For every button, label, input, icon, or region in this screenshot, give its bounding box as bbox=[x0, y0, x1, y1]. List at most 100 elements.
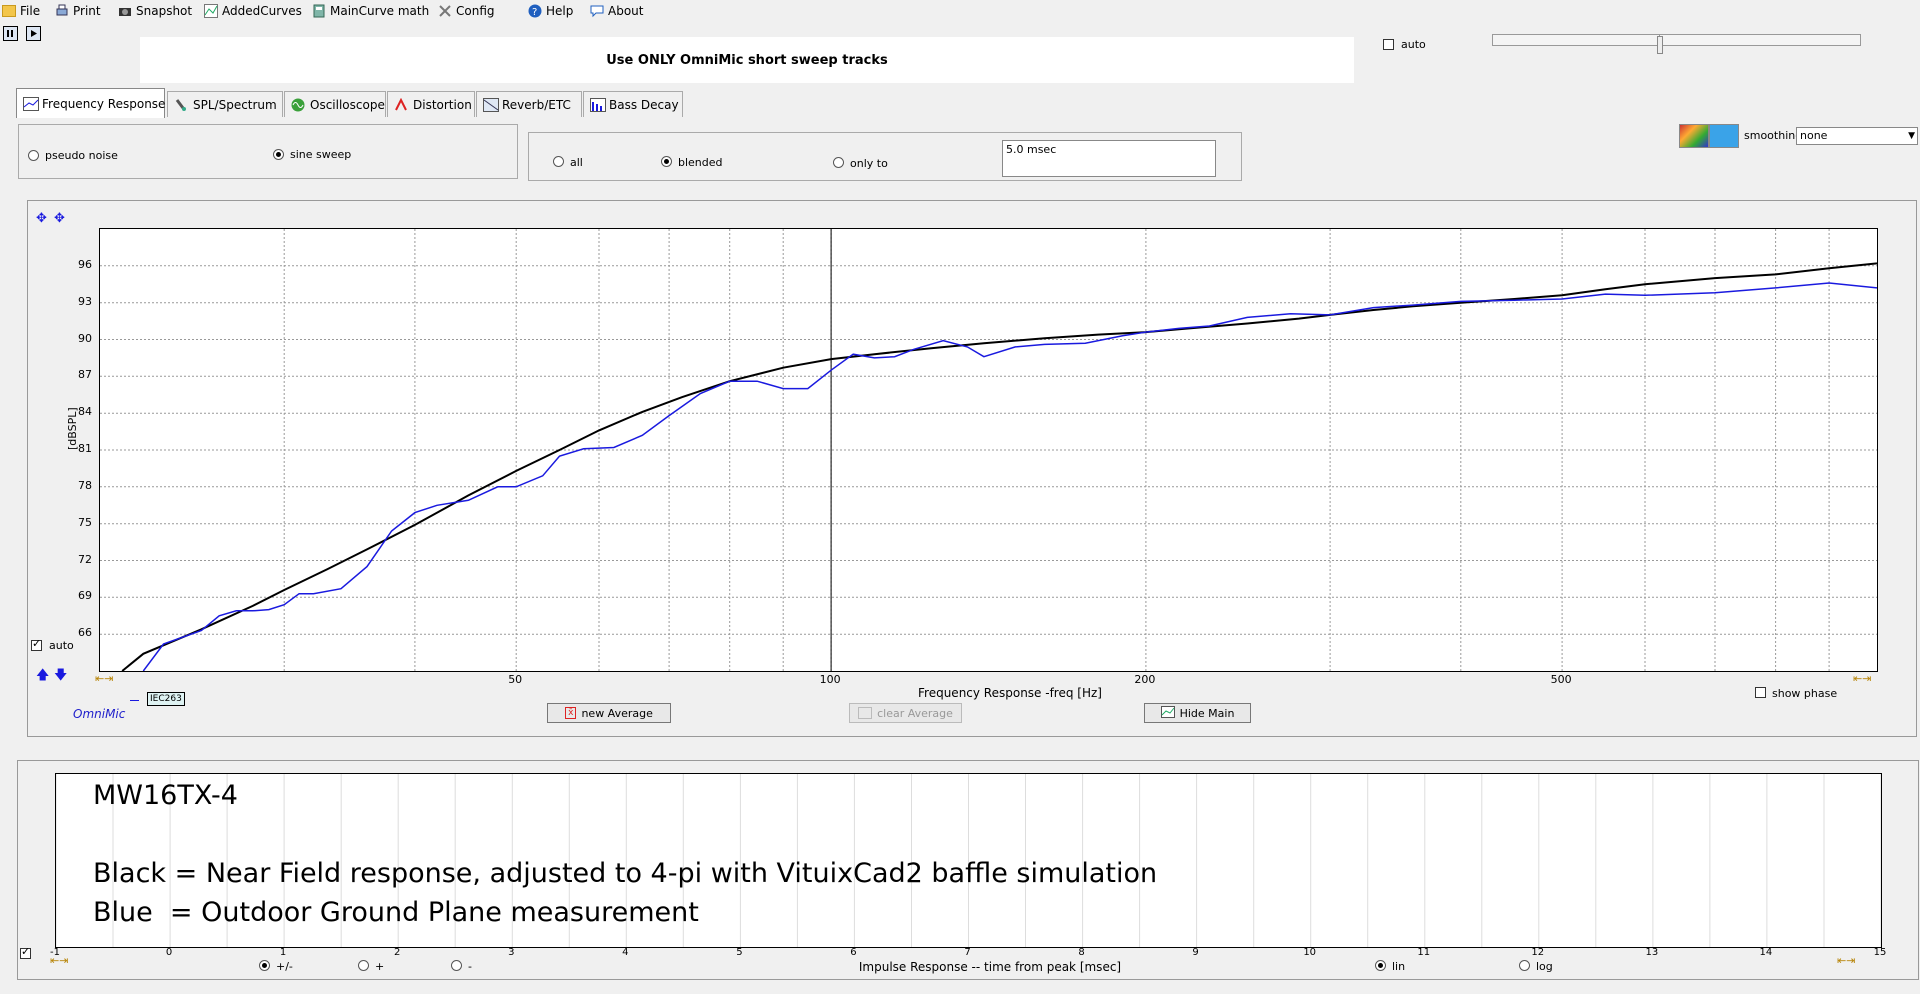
note-line-3: Black = Near Field response, adjusted to… bbox=[93, 858, 1158, 889]
y-tick-label: 72 bbox=[78, 552, 92, 566]
all-radio[interactable] bbox=[553, 156, 564, 167]
average-icon: x̄ bbox=[565, 707, 577, 719]
scale-lin-radio[interactable] bbox=[1375, 960, 1386, 971]
menu-maincurve-math[interactable]: MainCurve math bbox=[312, 2, 429, 20]
tab-oscilloscope[interactable]: Oscilloscope bbox=[284, 91, 386, 117]
x-tick-label: 200 bbox=[1134, 673, 1156, 686]
impulse-tick-label: 14 bbox=[1759, 947, 1773, 958]
new-average-label: new Average bbox=[581, 706, 653, 720]
y-tick-label: 75 bbox=[78, 515, 92, 529]
menu-file-label: File bbox=[20, 4, 41, 18]
chart-auto-checkbox[interactable] bbox=[31, 637, 42, 651]
reverb-icon bbox=[483, 97, 499, 112]
menu-snapshot-label: Snapshot bbox=[136, 4, 193, 18]
tab-frequency-response[interactable]: Frequency Response bbox=[16, 88, 165, 118]
impulse-tick-label: 5 bbox=[736, 947, 743, 958]
legend-tag[interactable]: IEC263 bbox=[147, 692, 185, 706]
frequency-plot-area[interactable] bbox=[99, 228, 1878, 672]
pause-button[interactable] bbox=[3, 26, 18, 41]
smoothing-value: none bbox=[1800, 129, 1828, 142]
signal-type-group bbox=[18, 124, 518, 179]
impulse-tick-label: 11 bbox=[1417, 947, 1431, 958]
pseudo-noise-radio[interactable] bbox=[28, 150, 39, 161]
menu-addedcurves[interactable]: AddedCurves bbox=[204, 2, 302, 20]
curves-icon bbox=[204, 4, 218, 18]
oscilloscope-icon bbox=[291, 98, 305, 112]
frequency-chart-svg bbox=[100, 229, 1878, 672]
auto-top-checkbox[interactable] bbox=[1383, 39, 1394, 50]
window-msec-field[interactable]: 5.0 msec bbox=[1002, 140, 1216, 177]
scroll-right-icon[interactable]: ⇤⇥ bbox=[1853, 672, 1872, 685]
menu-file[interactable]: File bbox=[2, 2, 40, 20]
impulse-tick-label: 0 bbox=[165, 947, 173, 958]
microphone-icon bbox=[174, 98, 188, 112]
impulse-tick-label: 2 bbox=[394, 947, 401, 958]
tab-bass-decay-label: Bass Decay bbox=[609, 97, 679, 112]
impulse-tick-label: 9 bbox=[1192, 947, 1199, 958]
legend-line bbox=[130, 700, 139, 701]
slider-thumb[interactable] bbox=[1657, 36, 1663, 54]
smoothing-label: smoothing bbox=[1744, 129, 1803, 142]
tab-bass-decay[interactable]: Bass Decay bbox=[583, 91, 683, 117]
impulse-tick-label: 10 bbox=[1303, 947, 1317, 958]
smoothing-select[interactable]: none ▼ bbox=[1796, 127, 1918, 145]
camera-icon bbox=[118, 4, 132, 18]
tab-spl-spectrum[interactable]: SPL/Spectrum bbox=[167, 91, 283, 117]
scale-down-icon[interactable]: 🡇 bbox=[54, 668, 68, 683]
impulse-grid-svg bbox=[55, 774, 1882, 947]
menu-config[interactable]: Config bbox=[438, 2, 495, 20]
scroll-left-icon[interactable]: ⇤⇥ bbox=[95, 672, 114, 685]
blended-radio[interactable] bbox=[661, 156, 672, 167]
only-to-radio[interactable] bbox=[833, 157, 844, 168]
instruction-banner: Use ONLY OmniMic short sweep tracks bbox=[140, 37, 1354, 83]
impulse-scroll-left-icon[interactable]: ⇤⇥ bbox=[50, 954, 69, 967]
bass-decay-icon bbox=[590, 97, 606, 112]
auto-top-label: auto bbox=[1401, 38, 1426, 51]
spectrogram-view-button[interactable] bbox=[1709, 124, 1739, 148]
scale-up-icon[interactable]: 🡅 bbox=[36, 668, 50, 683]
menu-config-label: Config bbox=[456, 4, 495, 18]
polarity-minus-radio[interactable] bbox=[451, 960, 462, 971]
chevron-down-icon: ▼ bbox=[1908, 131, 1915, 141]
waterfall-view-button[interactable] bbox=[1679, 124, 1709, 148]
menu-about[interactable]: About bbox=[590, 2, 643, 20]
tab-reverb-etc[interactable]: Reverb/ETC bbox=[476, 91, 582, 117]
level-slider-left[interactable] bbox=[1492, 34, 1660, 46]
polarity-both-radio[interactable] bbox=[259, 960, 270, 971]
zoom-horizontal-icon[interactable]: ✥ bbox=[36, 211, 47, 226]
y-tick-label: 96 bbox=[78, 257, 92, 271]
hide-main-button[interactable]: Hide Main bbox=[1144, 703, 1251, 723]
menu-help[interactable]: ? Help bbox=[528, 2, 573, 20]
tab-frequency-response-label: Frequency Response bbox=[42, 96, 166, 111]
menu-snapshot[interactable]: Snapshot bbox=[118, 2, 192, 20]
tools-icon bbox=[438, 4, 452, 18]
impulse-checkbox[interactable] bbox=[20, 945, 31, 959]
tab-reverb-etc-label: Reverb/ETC bbox=[502, 97, 571, 112]
clear-average-button[interactable]: clear Average bbox=[849, 703, 962, 723]
x-tick-labels: 50 100 200 500 bbox=[99, 672, 1878, 688]
menu-print[interactable]: Print bbox=[55, 2, 101, 20]
scale-log-radio[interactable] bbox=[1519, 960, 1530, 971]
impulse-tick-label: 15 bbox=[1873, 947, 1887, 958]
show-phase-label: show phase bbox=[1772, 687, 1838, 700]
impulse-tick-label: 8 bbox=[1078, 947, 1085, 958]
x-tick-label: 500 bbox=[1550, 673, 1572, 686]
polarity-plus-radio[interactable] bbox=[358, 960, 369, 971]
level-slider-right[interactable] bbox=[1659, 34, 1861, 46]
y-tick-label: 78 bbox=[78, 478, 92, 492]
impulse-plot-area[interactable] bbox=[55, 773, 1882, 948]
frequency-response-icon bbox=[23, 96, 39, 111]
show-phase-checkbox[interactable] bbox=[1755, 687, 1766, 698]
play-button[interactable] bbox=[26, 26, 41, 41]
menu-help-label: Help bbox=[546, 4, 574, 18]
impulse-tick-label: -1 bbox=[50, 947, 60, 958]
sine-sweep-radio[interactable] bbox=[273, 149, 284, 160]
y-tick-label: 81 bbox=[78, 442, 92, 455]
tab-distortion[interactable]: Distortion bbox=[387, 91, 475, 117]
polarity-plus-label: + bbox=[375, 960, 385, 973]
series-line-blue bbox=[142, 282, 1878, 672]
hide-main-label: Hide Main bbox=[1179, 706, 1235, 720]
impulse-scroll-right-icon[interactable]: ⇤⇥ bbox=[1837, 954, 1856, 967]
zoom-vertical-icon[interactable]: ✥ bbox=[54, 211, 65, 226]
new-average-button[interactable]: x̄ new Average bbox=[547, 703, 671, 723]
